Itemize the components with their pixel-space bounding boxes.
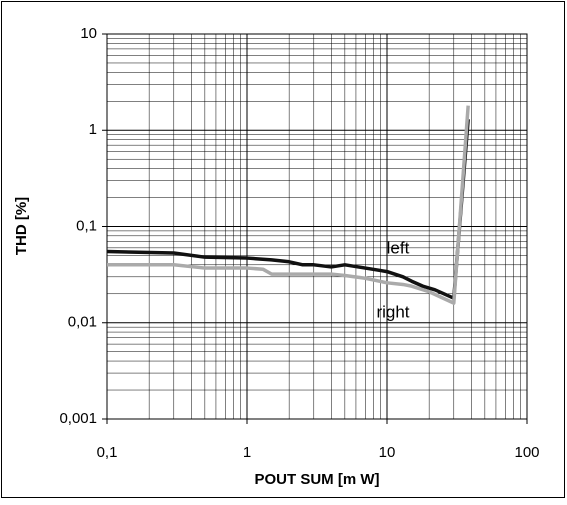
series-label: right [376, 302, 409, 321]
x-axis-title: POUT SUM [m W] [255, 471, 380, 488]
x-tick-label: 0,1 [97, 444, 118, 461]
y-axis-title: THD [%] [13, 197, 30, 255]
series-line [106, 119, 470, 300]
series-line [107, 105, 470, 305]
frame [1, 1, 565, 498]
x-tick-label: 1 [243, 444, 251, 461]
y-tick-label: 0,001 [59, 410, 97, 427]
x-tick-label: 100 [514, 444, 539, 461]
x-tick-label: 10 [379, 444, 396, 461]
series-label: left [387, 238, 410, 257]
y-tick-label: 0,01 [68, 314, 97, 331]
plot-area-border [106, 33, 528, 420]
y-tick-label: 1 [89, 121, 97, 138]
y-tick-label: 10 [80, 25, 97, 42]
y-tick-label: 0,1 [76, 217, 97, 234]
